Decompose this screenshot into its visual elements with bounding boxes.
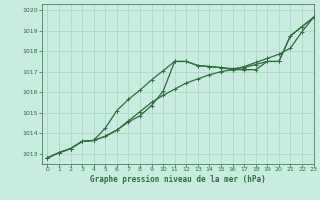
X-axis label: Graphe pression niveau de la mer (hPa): Graphe pression niveau de la mer (hPa) xyxy=(90,175,266,184)
